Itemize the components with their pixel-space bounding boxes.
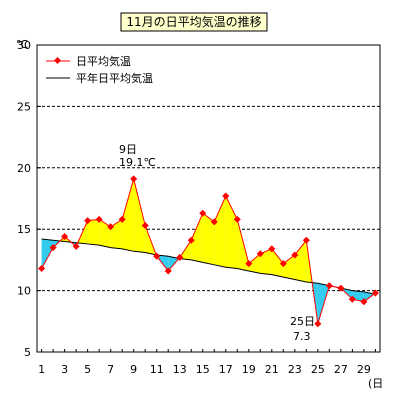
deviation-segment <box>133 178 146 253</box>
data-point-day-30 <box>371 289 379 297</box>
data-point-day-22 <box>279 260 287 268</box>
data-point-day-7 <box>107 223 115 231</box>
data-point-day-8 <box>118 215 126 223</box>
data-point-day-13 <box>176 253 184 261</box>
annotation-max-day: 9日 <box>119 143 137 156</box>
x-tick-label-27: 27 <box>334 363 348 376</box>
x-tick-label-1: 1 <box>38 363 45 376</box>
data-point-day-23 <box>291 251 299 259</box>
x-tick-label-13: 13 <box>173 363 187 376</box>
x-tick-labels: 1 3 5 7 9 11 13 15 17 19 21 23 25 27 29 <box>38 363 371 376</box>
data-point-day-2 <box>49 244 57 252</box>
x-tick-label-9: 9 <box>130 363 137 376</box>
data-point-day-27 <box>337 284 345 292</box>
y-tick-label-10: 10 <box>17 285 31 298</box>
data-point-day-15 <box>199 209 207 217</box>
y-tick-label-20: 20 <box>17 162 31 175</box>
y-tick-label-15: 15 <box>17 223 31 236</box>
data-point-day-11 <box>153 252 161 260</box>
data-point-day-5 <box>84 217 92 225</box>
annotation-max-value: 19.1℃ <box>119 156 156 169</box>
x-tick-label-5: 5 <box>84 363 91 376</box>
data-point-day-24 <box>302 236 310 244</box>
deviation-segment <box>248 253 261 274</box>
deviation-segment <box>283 254 295 280</box>
deviation-segment <box>214 196 226 268</box>
data-point-day-18 <box>233 215 241 223</box>
data-point-day-9 <box>130 175 138 183</box>
y-tick-labels: 5 10 15 20 25 30 <box>17 39 31 359</box>
y-tick-label-5: 5 <box>24 346 31 359</box>
data-point-day-3 <box>61 233 69 241</box>
data-point-day-12 <box>164 267 172 275</box>
deviation-segment <box>41 239 54 269</box>
annotation-min-value: 7.3 <box>293 330 311 343</box>
chart-title: 11月の日平均気温の推移 <box>126 14 261 29</box>
deviation-segment <box>122 178 134 252</box>
x-tick-label-3: 3 <box>61 363 68 376</box>
annotations: 9日 19.1℃ 25日 7.3 <box>119 143 315 343</box>
data-point-day-25 <box>314 320 322 328</box>
deviation-fill <box>41 178 376 324</box>
data-point-day-28 <box>348 295 356 303</box>
deviation-segment <box>294 240 307 283</box>
data-point-day-29 <box>360 298 368 306</box>
deviation-segment <box>110 219 123 249</box>
series-normal-line <box>41 238 376 295</box>
axes <box>36 44 381 353</box>
deviation-segment <box>191 213 203 263</box>
data-point-day-16 <box>210 218 218 226</box>
plot-frame <box>36 44 381 353</box>
x-tick-label-7: 7 <box>107 363 114 376</box>
deviation-segment <box>271 248 284 278</box>
legend-actual-label: 日平均気温 <box>76 54 131 68</box>
deviation-segment <box>202 213 215 265</box>
x-tick-label-29: 29 <box>357 363 371 376</box>
x-axis-unit: (日 <box>368 377 383 390</box>
legend: 日平均気温 平年日平均気温 <box>42 49 162 85</box>
x-tick-label-21: 21 <box>265 363 279 376</box>
data-point-day-19 <box>245 260 253 268</box>
data-point-day-4 <box>72 242 80 250</box>
data-point-day-1 <box>38 264 46 273</box>
x-tick-label-25: 25 <box>311 363 325 376</box>
series-actual <box>38 175 379 328</box>
chart-title-box: 11月の日平均気温の推移 <box>120 12 268 32</box>
y-axis-unit: ℃ <box>16 38 28 51</box>
annotation-min-day: 25日 <box>290 315 315 328</box>
series-normal <box>41 238 376 295</box>
data-point-day-26 <box>325 282 333 290</box>
legend-normal-label: 平年日平均気温 <box>76 71 153 85</box>
x-tick-label-23: 23 <box>288 363 302 376</box>
x-tick-label-17: 17 <box>219 363 233 376</box>
x-tick-label-11: 11 <box>150 363 164 376</box>
deviation-segment <box>87 219 100 246</box>
data-point-day-14 <box>187 236 195 244</box>
data-point-day-10 <box>141 221 149 230</box>
data-point-day-6 <box>95 215 103 223</box>
x-tick-label-15: 15 <box>196 363 210 376</box>
data-point-day-17 <box>222 192 230 200</box>
y-tick-label-25: 25 <box>17 100 31 113</box>
deviation-segment <box>260 248 272 275</box>
data-point-day-21 <box>268 245 276 253</box>
x-tick-label-19: 19 <box>242 363 256 376</box>
y-tick-label-30: 30 <box>17 39 31 52</box>
data-point-day-20 <box>256 250 264 258</box>
